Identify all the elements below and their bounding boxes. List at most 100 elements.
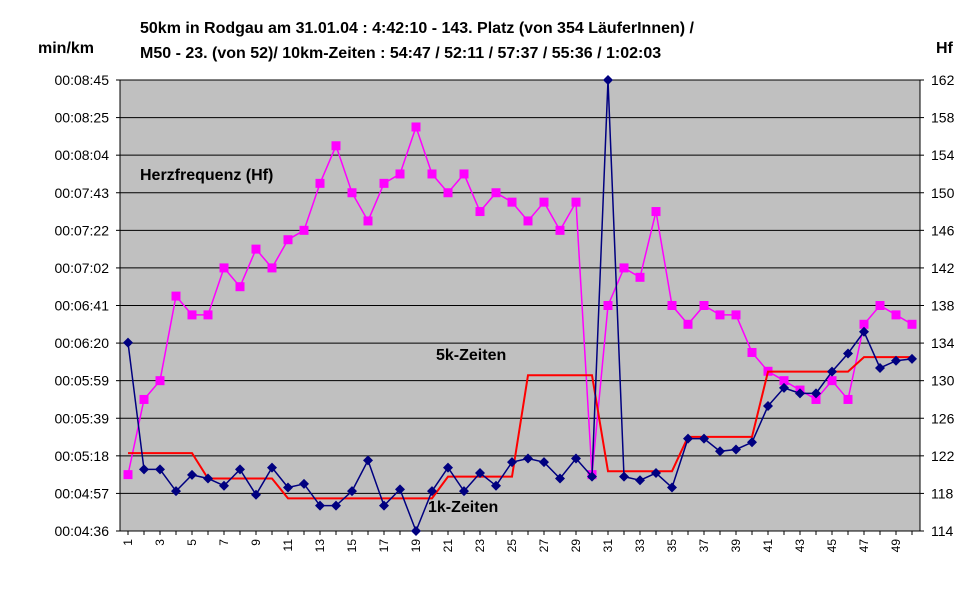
y-right-tick-label: 138 — [931, 298, 955, 314]
x-tick-label: 43 — [793, 539, 807, 553]
x-tick-label: 5 — [185, 539, 199, 546]
data-point-hf — [523, 216, 533, 226]
data-point-1k — [763, 401, 773, 412]
y-left-tick-label: 00:07:22 — [55, 222, 110, 238]
y-right-tick-label: 162 — [931, 72, 955, 88]
data-point-hf — [363, 216, 373, 226]
data-point-1k — [475, 468, 485, 479]
data-point-hf — [507, 197, 517, 207]
x-tick-label: 7 — [217, 539, 231, 546]
y-left-tick-label: 00:08:45 — [55, 72, 110, 88]
y-right-tick-label: 122 — [931, 448, 955, 464]
data-point-1k — [603, 75, 613, 85]
data-point-1k — [395, 484, 405, 495]
data-point-hf — [235, 282, 245, 292]
data-point-hf — [331, 141, 341, 151]
data-point-1k — [427, 486, 437, 497]
data-point-1k — [315, 500, 325, 511]
data-point-hf — [427, 169, 437, 179]
data-point-1k — [731, 444, 741, 455]
x-tick-label: 37 — [697, 539, 711, 553]
data-point-hf — [891, 310, 901, 320]
right-axis-unit: Hf — [936, 40, 953, 57]
data-point-1k — [555, 473, 565, 484]
data-point-hf — [651, 207, 661, 217]
x-tick-label: 45 — [825, 539, 839, 553]
data-point-1k — [875, 362, 885, 373]
plot-frame — [119, 79, 921, 532]
data-point-1k — [587, 471, 597, 482]
data-point-hf — [203, 310, 213, 320]
data-point-hf — [123, 470, 133, 480]
data-point-hf — [443, 188, 453, 198]
data-point-1k — [523, 453, 533, 464]
data-point-hf — [811, 394, 821, 404]
data-point-hf — [539, 197, 549, 207]
data-point-hf — [731, 310, 741, 320]
chart-title-line-1: 50km in Rodgau am 31.01.04 : 4:42:10 - 1… — [140, 20, 694, 37]
data-point-hf — [683, 319, 693, 329]
data-point-1k — [571, 453, 581, 464]
data-point-hf — [491, 188, 501, 198]
label-5k-zeiten: 5k-Zeiten — [436, 347, 506, 364]
x-tick-label: 23 — [473, 539, 487, 553]
data-point-hf — [843, 394, 853, 404]
data-point-hf — [459, 169, 469, 179]
y-left-tick-label: 00:06:20 — [55, 335, 110, 351]
data-point-1k — [747, 437, 757, 448]
data-point-hf — [411, 122, 421, 132]
y-left-tick-label: 00:05:39 — [55, 410, 110, 426]
data-point-hf — [395, 169, 405, 179]
data-point-hf — [619, 263, 629, 273]
data-point-hf — [747, 347, 757, 357]
data-point-1k — [267, 462, 277, 473]
label-herzfrequenz: Herzfrequenz (Hf) — [140, 167, 273, 184]
data-point-1k — [907, 353, 917, 364]
data-point-1k — [443, 462, 453, 473]
x-tick-label: 31 — [601, 539, 615, 553]
data-point-1k — [203, 473, 213, 484]
y-right-tick-label: 134 — [931, 335, 955, 351]
y-right-tick-label: 142 — [931, 260, 955, 276]
data-point-1k — [459, 486, 469, 497]
data-point-1k — [331, 500, 341, 511]
data-point-1k — [699, 433, 709, 444]
x-tick-label: 39 — [729, 539, 743, 553]
data-point-hf — [667, 301, 677, 310]
data-point-hf — [139, 394, 149, 404]
data-point-1k — [507, 457, 517, 468]
series-line-1k — [127, 79, 913, 534]
data-point-hf — [219, 263, 229, 273]
x-tick-label: 21 — [441, 539, 455, 553]
y-left-tick-label: 00:05:59 — [55, 373, 110, 389]
y-left-tick-label: 00:06:41 — [55, 298, 110, 314]
data-point-hf — [379, 178, 389, 188]
x-tick-label: 35 — [665, 539, 679, 553]
data-point-hf — [315, 178, 325, 188]
data-point-hf — [475, 207, 485, 217]
data-point-1k — [619, 471, 629, 482]
y-right-tick-label: 114 — [931, 523, 954, 539]
data-point-1k — [283, 482, 293, 493]
data-point-hf — [283, 235, 293, 245]
data-point-hf — [779, 376, 789, 386]
data-point-hf — [267, 263, 277, 273]
x-tick-label: 3 — [153, 539, 167, 546]
y-left-tick-label: 00:04:36 — [55, 523, 110, 539]
x-tick-label: 47 — [857, 539, 871, 553]
data-point-1k — [411, 526, 421, 536]
data-point-1k — [635, 475, 645, 486]
chart-title-line-2: M50 - 23. (von 52)/ 10km-Zeiten : 54:47 … — [140, 45, 662, 62]
data-point-hf — [187, 310, 197, 320]
left-axis-unit: min/km — [38, 40, 95, 57]
data-point-1k — [155, 464, 165, 475]
data-point-hf — [875, 301, 885, 310]
y-right-tick-label: 150 — [931, 185, 955, 201]
data-point-1k — [123, 337, 133, 348]
data-point-1k — [667, 482, 677, 493]
y-left-tick-label: 00:07:43 — [55, 185, 110, 201]
x-tick-label: 19 — [409, 539, 423, 553]
data-point-1k — [891, 355, 901, 366]
